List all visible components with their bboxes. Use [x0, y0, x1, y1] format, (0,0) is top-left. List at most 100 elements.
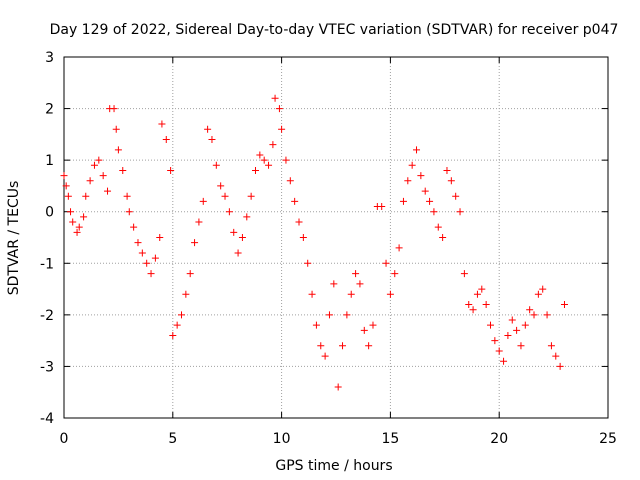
data-point	[208, 136, 216, 144]
data-point	[156, 234, 164, 241]
data-point	[426, 197, 434, 205]
data-point	[73, 228, 81, 236]
data-point	[278, 125, 286, 133]
y-tick-label: 3	[45, 50, 54, 66]
y-tick-label: -2	[40, 308, 54, 324]
data-point	[167, 166, 175, 174]
data-point	[478, 285, 486, 293]
data-point	[356, 280, 364, 288]
data-point	[360, 326, 368, 334]
data-point	[67, 208, 75, 216]
data-point	[347, 290, 355, 298]
data-point	[539, 285, 547, 293]
x-tick-label: 15	[381, 431, 399, 447]
data-point	[517, 342, 525, 350]
data-point	[443, 166, 451, 174]
data-point	[399, 197, 407, 205]
data-point	[195, 218, 203, 226]
data-point	[114, 146, 122, 154]
data-point	[291, 197, 299, 205]
data-point	[382, 259, 390, 267]
data-point	[434, 223, 442, 231]
data-point	[69, 218, 77, 226]
x-tick-label: 0	[60, 431, 69, 447]
y-tick-label: 2	[45, 102, 54, 118]
data-point	[421, 187, 429, 195]
data-point	[247, 192, 255, 200]
data-point	[95, 156, 103, 164]
y-tick-label: -4	[40, 411, 54, 427]
y-tick-label: 0	[45, 205, 54, 221]
data-point	[225, 208, 233, 216]
data-point	[500, 357, 508, 365]
data-point	[147, 270, 155, 278]
data-point	[495, 347, 503, 355]
data-point	[543, 311, 551, 319]
y-axis-label: SDTVAR / TECUs	[6, 181, 22, 296]
data-point	[330, 280, 338, 288]
data-point	[513, 326, 521, 334]
data-point	[90, 161, 98, 169]
data-point	[186, 270, 194, 278]
data-point	[369, 321, 377, 329]
data-point	[173, 321, 181, 329]
data-point	[521, 321, 529, 329]
data-point	[439, 234, 447, 241]
x-tick-label: 25	[599, 431, 617, 447]
data-point	[325, 311, 333, 319]
data-point	[158, 120, 166, 128]
x-tick-label: 20	[490, 431, 508, 447]
data-point	[182, 290, 190, 298]
data-point	[413, 146, 421, 154]
data-point	[82, 192, 90, 200]
data-point	[110, 105, 118, 113]
data-point	[75, 223, 83, 231]
data-point	[62, 182, 70, 190]
x-tick-label: 5	[168, 431, 177, 447]
data-point	[123, 192, 131, 200]
data-point	[295, 218, 303, 226]
data-point	[191, 239, 199, 247]
data-point	[243, 213, 251, 221]
data-point	[271, 94, 279, 102]
data-point	[269, 141, 277, 149]
chart-title: Day 129 of 2022, Sidereal Day-to-day VTE…	[50, 22, 619, 38]
x-axis-label: GPS time / hours	[275, 458, 392, 474]
data-point	[162, 136, 170, 144]
data-point	[304, 259, 312, 267]
data-point	[447, 177, 455, 185]
data-point	[343, 311, 351, 319]
data-point	[256, 151, 264, 159]
data-point	[64, 192, 72, 200]
data-point	[391, 270, 399, 278]
data-point	[275, 105, 283, 113]
data-point	[508, 316, 516, 324]
data-point	[473, 290, 481, 298]
axis-ticks: 0 5 10 15 20 25 -4 -3 -2 -1 0 1 2 3	[40, 50, 617, 447]
data-point	[417, 172, 425, 180]
data-point	[86, 177, 94, 185]
data-point	[230, 228, 238, 236]
data-point	[234, 249, 242, 257]
data-point	[212, 161, 220, 169]
data-point	[134, 239, 142, 247]
data-point	[204, 125, 212, 133]
data-point	[138, 249, 146, 257]
data-point	[395, 244, 403, 252]
data-point	[80, 213, 88, 221]
data-point	[151, 254, 159, 262]
series-sdtvar	[60, 94, 568, 391]
data-point	[334, 383, 342, 391]
data-point	[99, 172, 107, 180]
data-point	[491, 337, 499, 345]
data-point	[560, 301, 568, 309]
data-point	[251, 166, 259, 174]
data-point	[265, 161, 273, 169]
data-point	[339, 342, 347, 350]
data-point	[308, 290, 316, 298]
data-point	[378, 203, 386, 211]
data-point	[430, 208, 438, 216]
data-point	[534, 290, 542, 298]
